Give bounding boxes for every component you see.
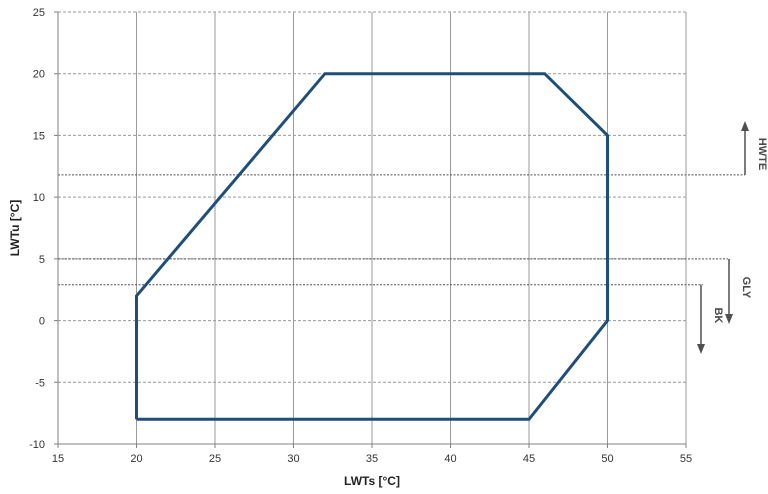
limit-arrowhead-bk (697, 344, 705, 354)
limit-label-hwte: HWTE (756, 138, 768, 170)
x-tick-label: 50 (601, 453, 613, 465)
x-tick-label: 35 (366, 453, 378, 465)
y-tick-label: 0 (39, 316, 45, 328)
x-tick-label: 15 (52, 453, 64, 465)
x-tick-label: 45 (523, 453, 535, 465)
x-tick-label: 25 (209, 453, 221, 465)
y-axis-title: LWTu [°C] (8, 200, 22, 257)
x-axis-title: LWTs [°C] (344, 474, 400, 488)
y-tick-label: 15 (33, 130, 45, 142)
y-tick-label: 20 (33, 69, 45, 81)
limit-label-gly: GLY (740, 277, 752, 299)
annotations: HWTE GLY BK (58, 121, 768, 354)
x-tick-label: 30 (287, 453, 299, 465)
limit-arrowhead-hwte (741, 121, 749, 131)
y-tick-label: 25 (33, 7, 45, 19)
y-tick-label: 10 (33, 192, 45, 204)
series (135, 72, 609, 421)
axes (57, 12, 686, 445)
tick-labels: 15 20 25 30 35 40 45 50 55 -10 -5 0 5 10 15 20 25 (29, 7, 692, 465)
limit-label-bk: BK (712, 307, 724, 323)
limit-arrowhead-gly (725, 314, 733, 324)
grid (54, 11, 687, 448)
x-tick-label: 20 (130, 453, 142, 465)
envelope-line (135, 72, 609, 421)
y-tick-label: -5 (35, 377, 45, 389)
y-tick-label: 5 (39, 254, 45, 266)
x-tick-label: 55 (680, 453, 692, 465)
y-tick-label: -10 (29, 439, 45, 451)
x-tick-label: 40 (444, 453, 456, 465)
